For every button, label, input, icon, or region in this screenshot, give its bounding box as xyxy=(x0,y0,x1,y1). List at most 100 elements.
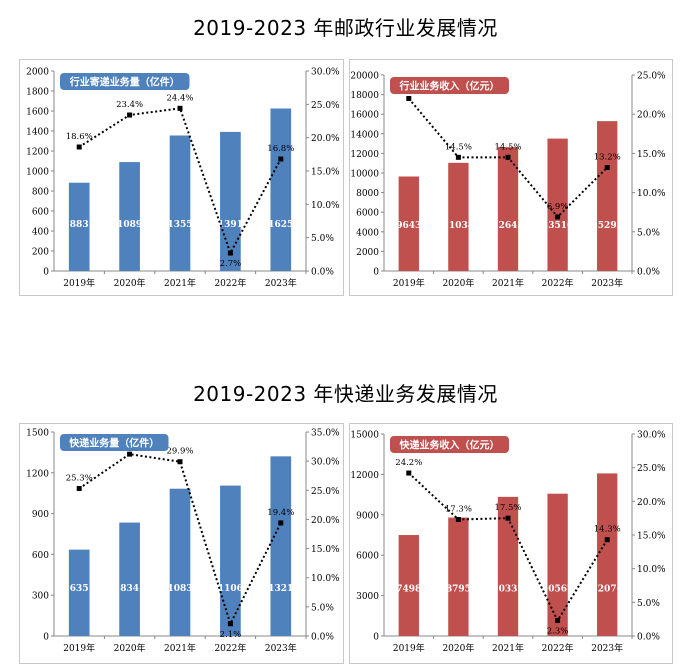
y2-tick-label: 0.0% xyxy=(311,268,334,278)
y2-tick-label: 25.0% xyxy=(637,72,666,82)
y-tick-label: 4000 xyxy=(356,228,379,238)
bar xyxy=(497,496,519,636)
x-tick-label: 2021年 xyxy=(164,277,196,289)
y-tick-label: 1200 xyxy=(26,148,49,158)
y2-tick-label: 5.0% xyxy=(311,603,334,613)
x-tick-label: 2019年 xyxy=(393,642,425,654)
y2-tick-label: 30.0% xyxy=(311,68,340,78)
y-tick-label: 14000 xyxy=(350,130,379,140)
y2-tick-label: 20.0% xyxy=(637,111,666,121)
growth-marker xyxy=(555,618,561,624)
y-tick-label: 18000 xyxy=(350,91,379,101)
bar xyxy=(448,517,469,636)
y2-tick-label: 0.0% xyxy=(637,268,660,278)
growth-marker xyxy=(227,250,233,256)
y-tick-label: 300 xyxy=(32,592,49,602)
x-tick-label: 2021年 xyxy=(492,642,524,654)
bar-value-label: 13510 xyxy=(542,221,573,231)
x-tick-label: 2020年 xyxy=(114,277,146,289)
growth-value-label: 17.3% xyxy=(445,505,472,515)
section-title-postal: 2019-2023 年邮政行业发展情况 xyxy=(193,16,498,40)
y2-tick-label: 25.0% xyxy=(311,487,340,497)
x-tick-label: 2020年 xyxy=(442,642,474,654)
bar-value-label: 10567 xyxy=(542,585,573,595)
y-tick-label: 1600 xyxy=(26,108,49,118)
y-tick-label: 16000 xyxy=(350,111,379,121)
x-tick-label: 2021年 xyxy=(492,277,524,289)
chart-express-volume: 0 300 600 900 1200 1500 0.0% 5.0% 10.0% 15.0% 20.0… xyxy=(19,423,344,664)
bar xyxy=(597,121,618,271)
growth-marker xyxy=(455,517,461,523)
bar-value-label: 15293 xyxy=(592,221,623,231)
bar xyxy=(119,162,140,271)
bar-value-label: 635 xyxy=(70,584,89,594)
y-tick-label: 12000 xyxy=(350,471,379,481)
bar xyxy=(68,549,90,636)
growth-value-label: 13.2% xyxy=(594,153,621,163)
y2-tick-label: 5.0% xyxy=(311,234,334,244)
y-tick-label: 6000 xyxy=(356,209,379,219)
x-tick-label: 2023年 xyxy=(591,642,623,654)
bar xyxy=(68,182,90,271)
x-tick-label: 2022年 xyxy=(542,277,574,289)
y-tick-label: 6000 xyxy=(356,552,379,562)
chart-title-pill xyxy=(60,434,169,451)
growth-marker xyxy=(406,470,412,476)
x-tick-label: 2021年 xyxy=(164,642,196,654)
chart-title: 行业业务收入（亿元） xyxy=(399,80,500,93)
growth-value-label: 2.3% xyxy=(547,627,569,637)
y2-tick-label: 10.0% xyxy=(637,189,666,199)
growth-value-label: 29.9% xyxy=(166,447,193,457)
growth-marker xyxy=(76,486,82,492)
chart-svg: 0 2000 4000 6000 8000 10000 12000 14000 16000 180… xyxy=(350,72,666,290)
chart-express-revenue: 0 3000 6000 9000 12000 15000 0.0% 5.0% 10.0% 15.0… xyxy=(349,423,673,664)
y-tick-label: 0 xyxy=(373,633,379,643)
section-title-express: 2019-2023 年快递业务发展情况 xyxy=(193,382,498,406)
chart-title: 行业寄递业务量（亿件） xyxy=(69,76,180,89)
bar xyxy=(448,162,469,271)
chart-title-pill xyxy=(390,77,509,94)
y-tick-label: 200 xyxy=(32,248,49,258)
chart-svg: 0 300 600 900 1200 1500 0.0% 5.0% 10.0% 15.0% 20.0… xyxy=(26,429,340,655)
bar xyxy=(547,138,568,271)
chart-svg: 0 200 400 600 800 1000 1200 1400 1600 1800 2000 0.0… xyxy=(26,68,340,290)
growth-value-label: 2.1% xyxy=(220,630,242,640)
growth-marker xyxy=(278,520,284,526)
bar-value-label: 8795 xyxy=(446,585,471,595)
y-tick-label: 800 xyxy=(32,188,49,198)
y-tick-label: 0 xyxy=(373,268,379,278)
y-tick-label: 1400 xyxy=(26,128,49,138)
y2-tick-label: 15.0% xyxy=(637,532,666,542)
y2-tick-label: 5.0% xyxy=(637,599,660,609)
growth-value-label: 24.2% xyxy=(395,458,422,468)
bar-value-label: 834 xyxy=(120,584,139,594)
y-tick-label: 20000 xyxy=(350,72,379,82)
growth-value-label: 6.9% xyxy=(547,202,569,212)
bar xyxy=(398,176,419,271)
y2-tick-label: 10.0% xyxy=(637,565,666,575)
y2-tick-label: 20.0% xyxy=(311,516,340,526)
y-tick-label: 2000 xyxy=(356,248,379,258)
growth-marker xyxy=(455,154,461,160)
y2-tick-label: 30.0% xyxy=(637,431,666,441)
growth-marker xyxy=(278,156,284,162)
bar xyxy=(547,493,568,636)
growth-marker xyxy=(177,459,183,465)
growth-value-label: 24.4% xyxy=(166,93,193,103)
y-tick-label: 1200 xyxy=(26,469,49,479)
y2-tick-label: 10.0% xyxy=(311,574,340,584)
x-tick-label: 2022年 xyxy=(214,642,246,654)
y-tick-label: 1000 xyxy=(26,168,49,178)
y2-tick-label: 10.0% xyxy=(311,201,340,211)
y-tick-label: 0 xyxy=(43,633,49,643)
bar xyxy=(270,108,292,271)
y-tick-label: 2000 xyxy=(26,68,49,78)
chart-svg: 0 3000 6000 9000 12000 15000 0.0% 5.0% 10.0% 15.0… xyxy=(350,431,666,655)
growth-value-label: 14.5% xyxy=(445,142,472,152)
bar xyxy=(220,485,241,636)
bar-value-label: 1083 xyxy=(167,584,192,594)
growth-value-label: 18.6% xyxy=(66,132,93,142)
y2-tick-label: 5.0% xyxy=(637,228,660,238)
bar xyxy=(169,488,191,636)
growth-marker xyxy=(604,537,610,543)
